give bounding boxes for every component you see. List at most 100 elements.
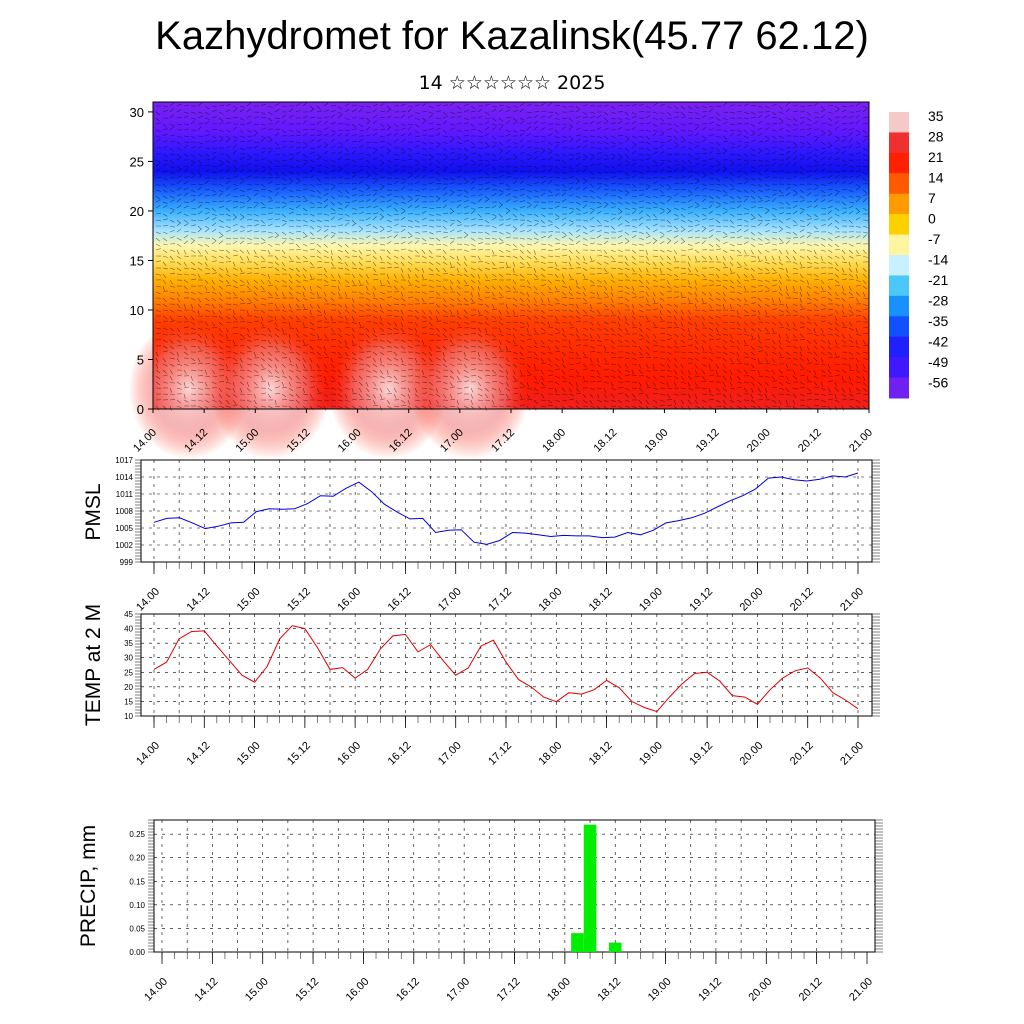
- y-tick-label: 5: [137, 352, 144, 367]
- x-tick-label: 18.12: [591, 427, 619, 455]
- x-tick-label: 19.00: [637, 740, 665, 768]
- grid: [154, 820, 875, 953]
- colorbar-label: 35: [928, 108, 944, 124]
- y-tick-label: 0.05: [129, 924, 145, 933]
- x-tick-label: 18.00: [540, 427, 568, 455]
- x-tick-label: 21.00: [838, 586, 866, 614]
- y-tick-label: 0.10: [129, 901, 145, 910]
- y-tick-label: 0.25: [129, 830, 145, 839]
- x-tick-label: 17.12: [486, 740, 514, 768]
- x-tick-label: 20.12: [796, 427, 824, 455]
- colorbar-label: -42: [928, 334, 948, 350]
- y-tick-label: 1002: [115, 541, 133, 550]
- colorbar: 35 28 21 14 7 0 -7 -14 -21 -28 -35 -42 -49 -56: [889, 108, 948, 399]
- y-tick-label: 15: [124, 697, 133, 706]
- x-tick-label: 18.00: [536, 586, 564, 614]
- x-tick-label: 15.00: [235, 586, 263, 614]
- y-axis-label: PMSL: [82, 483, 105, 540]
- y-axis-label: PRECIP, mm: [77, 825, 100, 947]
- colorbar-swatch: [889, 132, 909, 154]
- warm-blob: [210, 319, 331, 459]
- y-tick-label: 999: [120, 558, 134, 567]
- x-tick-label: 16.12: [386, 586, 414, 614]
- chart-subtitle: 14 ☆☆☆☆☆☆ 2025: [418, 72, 606, 94]
- x-tick-label: 14.12: [193, 976, 221, 1004]
- chart-title: Kazhydromet for Kazalinsk(45.77 62.12): [155, 14, 869, 58]
- grid: [141, 613, 872, 717]
- y-tick-label: 25: [124, 668, 133, 677]
- x-tick-label: 16.12: [386, 740, 414, 768]
- colorbar-swatch: [889, 377, 909, 399]
- x-tick-label: 17.00: [436, 586, 464, 614]
- precip-bar: [608, 942, 622, 952]
- x-tick-label: 20.12: [797, 976, 825, 1004]
- y-tick-label: 30: [124, 654, 133, 663]
- x-tick-label: 16.12: [394, 976, 422, 1004]
- x-tick-label: 14.00: [134, 586, 162, 614]
- y-tick-label: 0.00: [129, 948, 145, 957]
- precip-bar: [583, 824, 597, 952]
- y-tick-label: 40: [124, 625, 133, 634]
- colorbar-label: 28: [928, 129, 944, 145]
- x-tick-label: 14.12: [184, 586, 212, 614]
- y-tick-label: 0.20: [129, 854, 145, 863]
- x-tick-label: 20.00: [745, 427, 773, 455]
- x-tick-label: 19.12: [687, 586, 715, 614]
- pmsl-panel: 1017 1014 1011 1008 1005 1002 999 14.00 14.12 15.…: [82, 456, 880, 614]
- colorbar-swatch: [889, 255, 909, 276]
- y-tick-label: 30: [130, 105, 144, 120]
- colorbar-label: -28: [928, 293, 948, 309]
- x-tick-label: 21.00: [847, 976, 875, 1004]
- x-tick-label: 19.12: [696, 976, 724, 1004]
- colorbar-swatch: [889, 193, 909, 215]
- colorbar-swatch: [889, 234, 909, 256]
- colorbar-label: 21: [928, 149, 944, 165]
- colorbar-label: -35: [928, 313, 948, 329]
- colorbar-swatch: [889, 316, 909, 338]
- y-tick-label: 45: [124, 610, 133, 619]
- x-tick-label: 14.12: [184, 740, 212, 768]
- colorbar-label: 7: [928, 190, 936, 206]
- panel-frame: [140, 459, 873, 563]
- x-tick-label: 20.00: [738, 740, 766, 768]
- x-tick-label: 14.00: [142, 976, 170, 1004]
- x-tick-label: 17.00: [444, 976, 472, 1004]
- x-tick-label: 19.12: [687, 740, 715, 768]
- colorbar-label: -21: [928, 272, 948, 288]
- y-tick-label: 20: [124, 683, 133, 692]
- x-tick-label: 19.00: [646, 976, 674, 1004]
- warm-blob: [410, 319, 531, 459]
- colorbar-label: -7: [928, 231, 941, 247]
- x-tick-label: 15.00: [235, 740, 263, 768]
- y-tick-label: 25: [130, 154, 144, 169]
- y-tick-label: 0.15: [129, 877, 145, 886]
- y-tick-label: 35: [124, 639, 133, 648]
- y-tick-label: 1005: [115, 524, 133, 533]
- x-tick-label: 21.00: [838, 740, 866, 768]
- x-tick-label: 14.00: [134, 740, 162, 768]
- precip-bar: [571, 933, 584, 952]
- x-tick-label: 18.12: [587, 740, 615, 768]
- wind-barbs: [155, 102, 869, 411]
- x-tick-label: 18.12: [595, 976, 623, 1004]
- colorbar-swatch: [889, 173, 909, 195]
- x-tick-label: 21.00: [847, 427, 875, 455]
- y-axis-label: TEMP at 2 M: [82, 604, 105, 726]
- x-tick-label: 18.12: [587, 586, 615, 614]
- x-tick-label: 17.00: [436, 740, 464, 768]
- x-tick-label: 20.00: [738, 586, 766, 614]
- x-tick-label: 20.12: [788, 740, 816, 768]
- x-tick-label: 19.00: [643, 427, 671, 455]
- colorbar-swatch: [889, 336, 909, 358]
- x-tick-label: 16.00: [335, 586, 363, 614]
- series-line: [153, 472, 859, 545]
- y-tick-label: 15: [130, 253, 144, 268]
- colorbar-swatch: [889, 295, 909, 317]
- colorbar-label: 0: [928, 211, 936, 227]
- colorbar-swatch: [889, 152, 909, 174]
- y-tick-label: 1008: [115, 507, 133, 516]
- colorbar-label: -49: [928, 354, 948, 370]
- colorbar-swatch: [889, 357, 909, 379]
